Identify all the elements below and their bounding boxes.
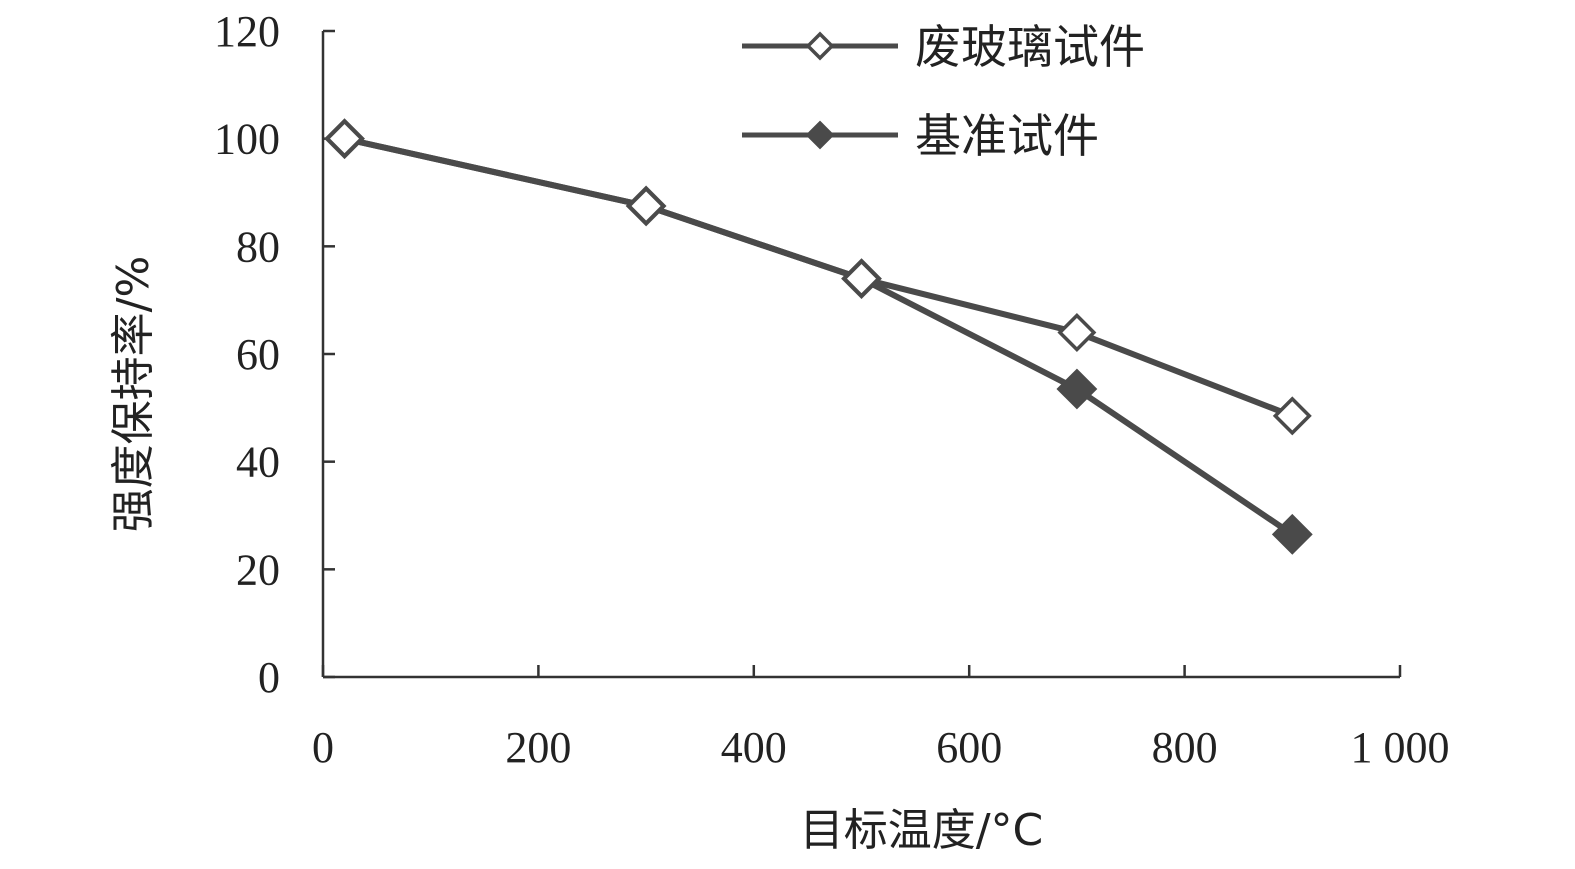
- axes: [321, 31, 1400, 679]
- series-line-1: [343, 135, 1294, 419]
- y-tick-label: 100: [214, 115, 280, 164]
- legend-label: 基准试件: [915, 109, 1099, 163]
- x-tick-label: 1 000: [1351, 723, 1450, 772]
- legend-swatch-marker: [805, 120, 835, 150]
- legend-label: 废玻璃试件: [915, 20, 1145, 74]
- data-point-2: [1056, 368, 1098, 410]
- y-tick-label: 80: [236, 222, 280, 271]
- y-tick-label: 60: [236, 330, 280, 379]
- x-tick-label: 0: [312, 723, 334, 772]
- data-point-2: [1271, 513, 1313, 555]
- y-tick-label: 120: [214, 7, 280, 56]
- y-tick-label: 20: [236, 545, 280, 594]
- data-point-1: [325, 119, 365, 159]
- x-tick-label: 200: [505, 723, 571, 772]
- x-tick-label: 800: [1152, 723, 1218, 772]
- series-line-2: [343, 135, 1294, 537]
- x-tick-label: 400: [721, 723, 787, 772]
- y-axis-title: 强度保持率/%: [108, 256, 159, 533]
- data-point-1: [1272, 396, 1312, 436]
- data-point-1: [626, 186, 666, 226]
- series-lines: [343, 135, 1294, 537]
- legend-swatch-marker: [805, 31, 835, 61]
- x-tick-label: 600: [936, 723, 1002, 772]
- y-tick-label: 40: [236, 438, 280, 487]
- y-tick-label: 0: [258, 653, 280, 702]
- x-axis-title: 目标温度/°C: [800, 805, 1044, 856]
- series-markers: [324, 118, 1313, 555]
- tick-marks: 0 20 40 60 80 100 120 0 200 400 600 800 1 000: [214, 7, 1450, 772]
- data-point-1: [1057, 312, 1097, 352]
- data-point-1: [842, 259, 881, 299]
